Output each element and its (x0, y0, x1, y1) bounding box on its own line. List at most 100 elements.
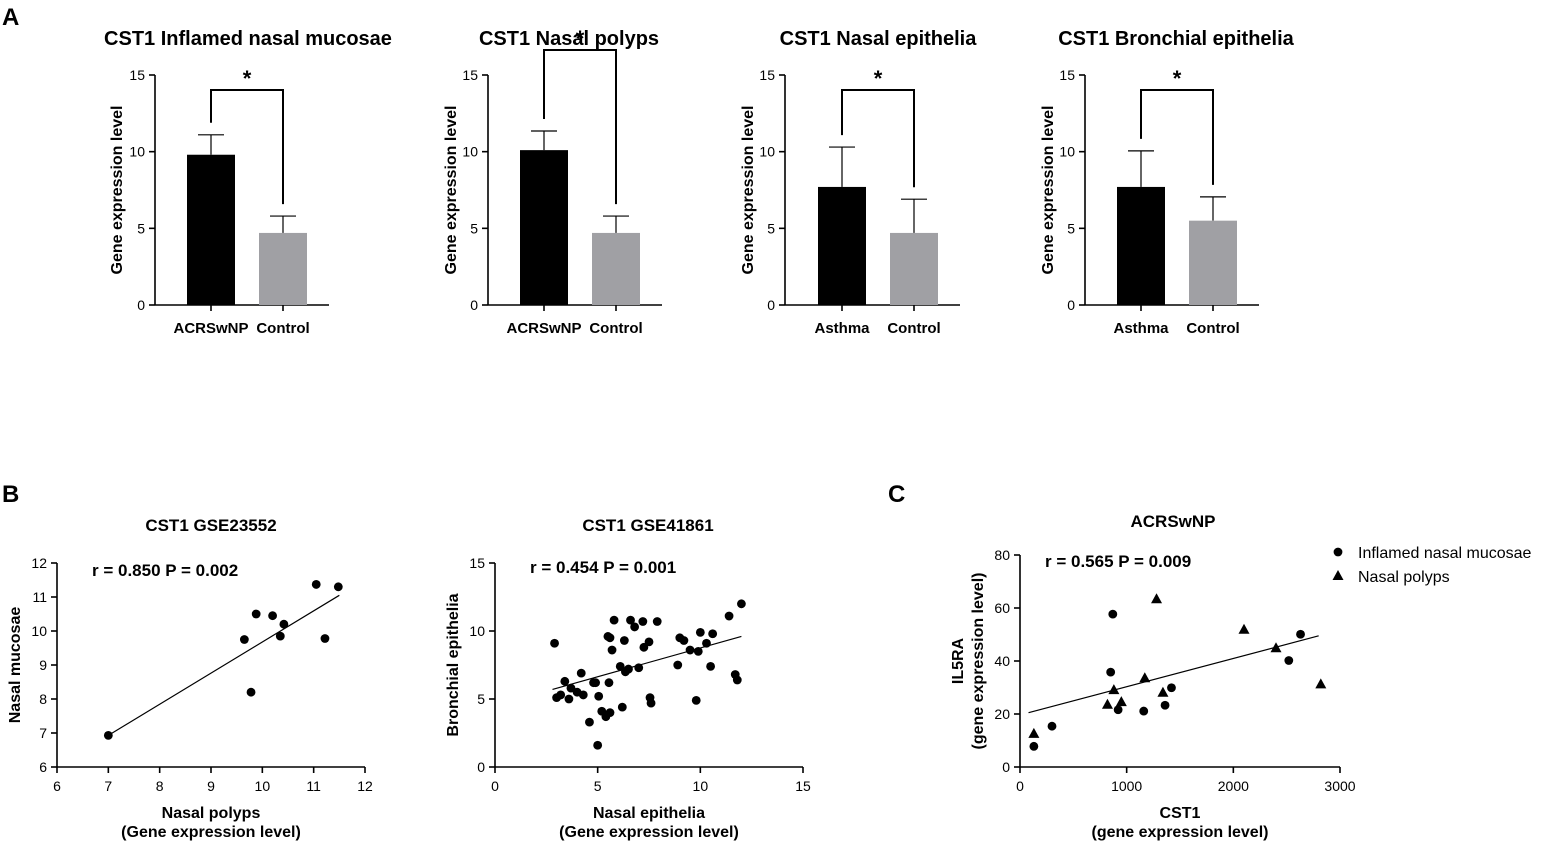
chart-title: CST1 Nasal epithelia (780, 28, 978, 50)
bar-chart-inflamed-nasal-mucosae: CST1 Inflamed nasal mucosae 0 5 10 15 Gene ex… (104, 28, 392, 337)
data-point (1113, 705, 1123, 715)
bar-control (890, 232, 938, 305)
y-tick-label: 5 (470, 220, 478, 236)
data-point (275, 631, 285, 641)
y-tick-label: 10 (31, 623, 47, 639)
y-axis-label: Bronchial epithelia (445, 593, 462, 736)
data-point (732, 675, 742, 685)
x-tick-label: 0 (491, 778, 499, 794)
y-tick-label: 20 (994, 706, 1010, 722)
legend-marker-triangle (1332, 570, 1344, 580)
y-tick-label: 80 (994, 547, 1010, 563)
x-tick-label: 8 (156, 778, 164, 794)
data-point (607, 645, 617, 655)
legend-label: Inflamed nasal mucosae (1358, 545, 1532, 562)
data-point (691, 695, 701, 705)
x-tick-label: 3000 (1324, 778, 1355, 794)
data-point (644, 637, 654, 647)
data-point (706, 661, 715, 671)
y-tick-label: 15 (462, 67, 478, 83)
data-point (560, 676, 570, 686)
regression-line (108, 594, 340, 736)
data-point (605, 708, 615, 717)
data-point-triangle (1139, 672, 1151, 683)
x-tick-label: 15 (795, 778, 811, 794)
x-category-label: Asthma (814, 320, 870, 337)
significance-bracket (210, 89, 284, 205)
data-point (702, 638, 711, 648)
significance-star: * (243, 66, 252, 91)
y-axis-label: Gene expression level (1040, 106, 1057, 275)
y-tick-label: 8 (39, 691, 47, 707)
x-tick-label: 12 (357, 778, 373, 794)
data-point (268, 611, 277, 621)
significance-star: * (874, 66, 883, 91)
x-tick-label: 7 (104, 778, 112, 794)
y-axis-sublabel: (gene expression level) (970, 573, 987, 750)
data-point (578, 690, 588, 700)
x-tick-label: 6 (53, 778, 61, 794)
y-tick-label: 0 (767, 297, 775, 313)
panel-label-a: A (2, 4, 19, 31)
scatter-gse23552: CST1 GSE23552 r = 0.850 P = 0.002 6 7 8 9 10 11… (7, 516, 373, 841)
data-point (576, 668, 586, 678)
data-point (737, 599, 746, 609)
bar-asthma (1117, 186, 1165, 305)
data-point-triangle (1315, 678, 1327, 689)
data-point (619, 636, 629, 645)
bar-asthma (818, 186, 866, 305)
data-point (679, 636, 689, 645)
scatter-acrswnp: ACRSwNP r = 0.565 P = 0.009 0 20 40 60 80 0 1000… (950, 512, 1532, 841)
x-axis-sublabel: (Gene expression level) (559, 824, 739, 841)
x-tick-label: 10 (693, 778, 709, 794)
y-tick-label: 10 (469, 623, 485, 639)
bar-acrswnp (520, 150, 568, 305)
data-point-triangle (1238, 623, 1250, 634)
y-tick-label: 9 (39, 657, 47, 673)
data-point (251, 609, 261, 619)
y-tick-label: 0 (470, 297, 478, 313)
x-category-label: ACRSwNP (173, 320, 248, 337)
data-point (605, 633, 615, 643)
data-point (626, 615, 635, 625)
significance-star: * (576, 26, 585, 51)
legend-label: Nasal polyps (1358, 569, 1450, 586)
data-point (708, 629, 718, 639)
data-point (673, 660, 683, 670)
y-tick-label: 0 (1002, 759, 1010, 775)
data-point (246, 687, 256, 697)
x-category-label: Control (887, 320, 940, 337)
data-point (604, 678, 614, 688)
x-category-label: ACRSwNP (506, 320, 581, 337)
y-tick-label: 7 (39, 725, 47, 741)
data-point (1139, 706, 1149, 716)
data-point (1029, 741, 1039, 751)
x-axis-sublabel: (Gene expression level) (121, 824, 301, 841)
y-tick-label: 5 (767, 220, 775, 236)
data-point (617, 702, 627, 712)
x-tick-label: 5 (594, 778, 602, 794)
data-point-triangle (1115, 696, 1127, 707)
y-tick-label: 0 (137, 297, 145, 313)
chart-title: CST1 GSE23552 (145, 516, 276, 535)
data-point-triangle (1108, 684, 1120, 695)
y-tick-label: 10 (462, 144, 478, 160)
data-point-triangle (1028, 727, 1040, 738)
data-point (1108, 609, 1118, 619)
x-category-label: Control (1186, 320, 1239, 337)
data-point (239, 635, 249, 644)
data-point-triangle (1157, 686, 1169, 697)
data-point (685, 645, 695, 655)
data-point (609, 615, 619, 625)
bar-chart-nasal-epithelia: CST1 Nasal epithelia 0 5 10 15 Gene expressio… (740, 28, 977, 337)
x-category-label: Asthma (1113, 320, 1169, 337)
chart-title: CST1 Inflamed nasal mucosae (104, 28, 392, 50)
x-tick-label: 11 (306, 778, 321, 794)
chart-title: CST1 Nasal polyps (479, 28, 659, 50)
data-point (1047, 721, 1057, 731)
significance-bracket (543, 49, 617, 205)
correlation-annotation: r = 0.850 P = 0.002 (92, 561, 238, 580)
bar-chart-bronchial-epithelia: CST1 Bronchial epithelia 0 5 10 15 Gene expre… (1040, 28, 1295, 337)
data-point-triangle (1270, 642, 1282, 653)
data-point (279, 619, 289, 629)
